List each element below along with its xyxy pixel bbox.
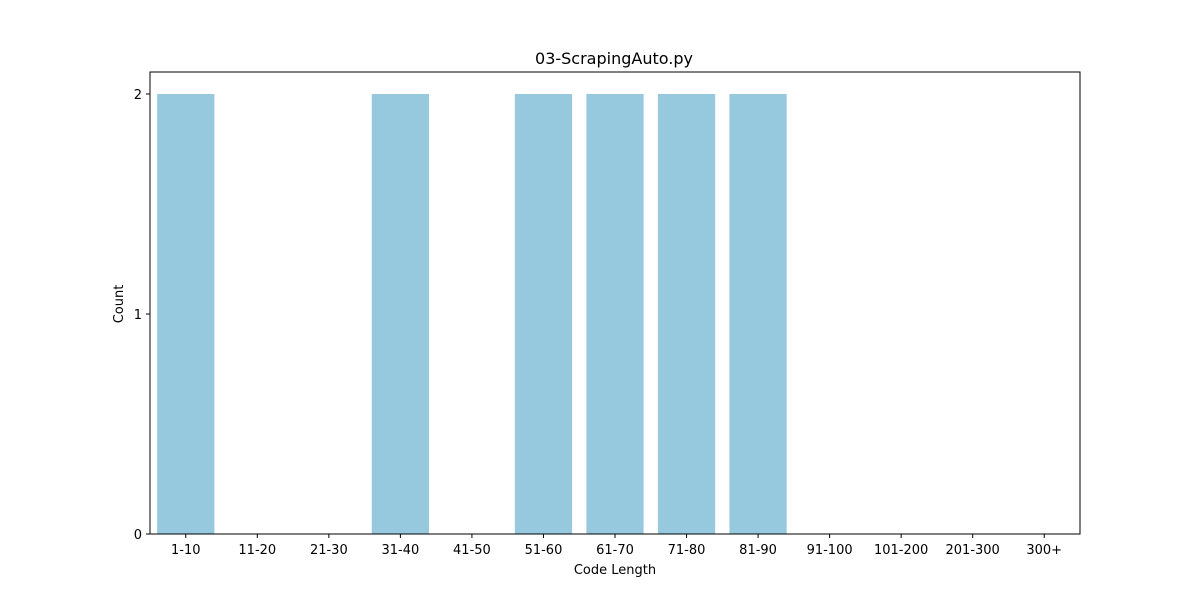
plot-frame bbox=[149, 71, 1081, 535]
bar-81-90 bbox=[729, 94, 787, 534]
bar-31-40 bbox=[371, 94, 429, 534]
x-tick-label: 201-300 bbox=[946, 543, 1000, 558]
x-tick-label: 51-60 bbox=[525, 543, 563, 558]
x-tick-label: 31-40 bbox=[381, 543, 419, 558]
x-tick-label: 61-70 bbox=[596, 543, 634, 558]
x-axis-ticks: 1-10 11-20 21-30 31-40 41-50 51-60 61-70 71-80 8… bbox=[171, 534, 1062, 558]
x-tick-label: 91-100 bbox=[807, 543, 853, 558]
y-tick-label: 0 bbox=[134, 528, 142, 543]
bar-1-10 bbox=[157, 94, 215, 534]
x-tick-label: 101-200 bbox=[874, 543, 928, 558]
bar-71-80 bbox=[657, 94, 716, 534]
x-tick-label: 71-80 bbox=[668, 543, 706, 558]
x-axis-label: Code Length bbox=[574, 563, 656, 578]
y-axis-label: Count bbox=[112, 285, 127, 324]
x-tick-label: 81-90 bbox=[739, 543, 777, 558]
x-tick-label: 11-20 bbox=[238, 543, 276, 558]
bars bbox=[157, 94, 787, 534]
bar-61-70 bbox=[586, 94, 644, 534]
y-axis-ticks: 0 1 2 bbox=[134, 88, 150, 543]
chart-title: 03-ScrapingAuto.py bbox=[535, 49, 693, 68]
x-tick-label: 41-50 bbox=[453, 543, 491, 558]
x-tick-label: 21-30 bbox=[310, 543, 348, 558]
x-tick-label: 1-10 bbox=[171, 543, 201, 558]
y-tick-label: 1 bbox=[134, 308, 142, 323]
bar-51-60 bbox=[514, 94, 573, 534]
x-tick-label: 300+ bbox=[1026, 543, 1062, 558]
y-tick-label: 2 bbox=[134, 88, 142, 103]
